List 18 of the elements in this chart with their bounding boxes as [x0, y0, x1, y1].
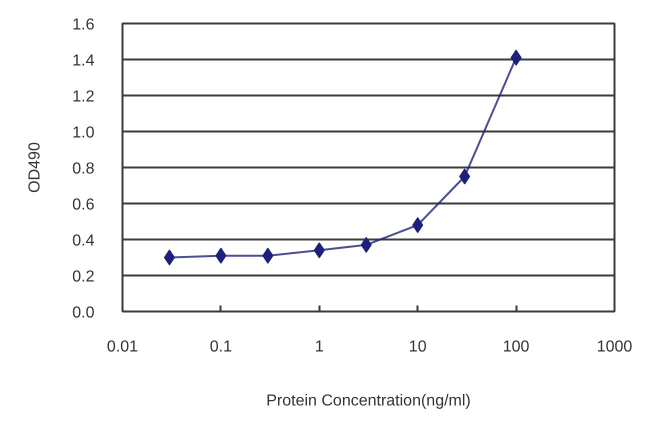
x-tick-label: 0.01: [106, 338, 138, 356]
y-tick-label: 0.2: [72, 268, 95, 286]
x-tick-label: 0.1: [210, 338, 232, 356]
y-tick-label: 0.0: [72, 304, 95, 322]
y-tick-label: 0.8: [72, 160, 95, 178]
y-axis-title: OD490: [26, 142, 44, 193]
x-tick-label: 1000: [596, 338, 632, 356]
x-tick-label: 10: [408, 338, 427, 356]
y-tick-label: 1.4: [72, 52, 95, 70]
x-tick-label: 1: [314, 338, 324, 356]
y-tick-label: 0.4: [72, 232, 95, 250]
point: [164, 250, 175, 266]
y-tick-label: 1.6: [72, 16, 95, 34]
x-axis-title: Protein Concentration(ng/ml): [266, 392, 471, 410]
x-tick-label: 100: [502, 338, 530, 356]
y-tick-label: 0.6: [72, 196, 95, 214]
y-tick-label: 1.0: [72, 124, 95, 142]
y-tick-label: 1.2: [72, 88, 95, 106]
